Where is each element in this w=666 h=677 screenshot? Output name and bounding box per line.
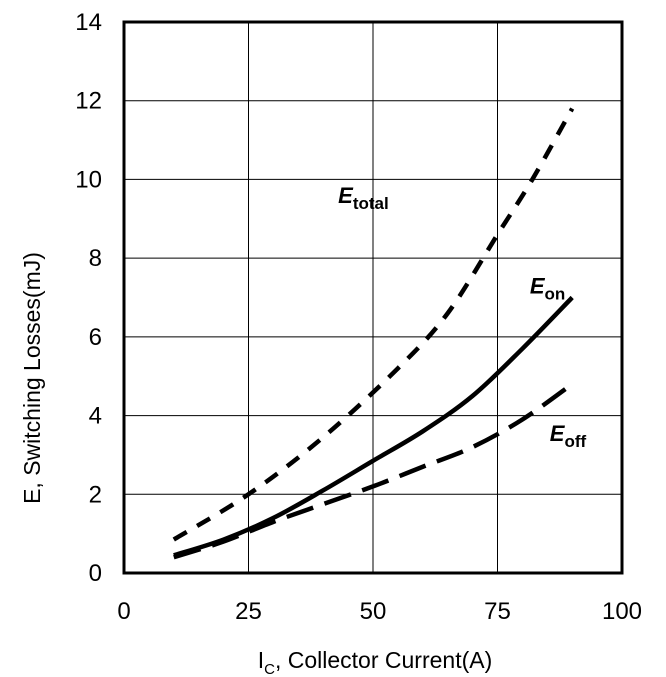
x-axis-title: IC, Collector Current(A)	[258, 647, 493, 677]
series-line-off	[173, 382, 574, 560]
series-line-on	[173, 295, 574, 558]
y-tick-label: 8	[89, 245, 102, 272]
series-group	[172, 107, 575, 560]
series-label-subscript: total	[353, 194, 389, 213]
series-line-total	[172, 107, 575, 542]
x-tick-label: 25	[235, 598, 262, 625]
x-axis-title-subscript: C	[264, 661, 275, 677]
plot-area-frame	[122, 20, 624, 575]
series-label-main: E	[530, 274, 546, 299]
series-label-main: E	[550, 421, 566, 446]
x-axis-title-rest: , Collector Current(A)	[275, 647, 492, 673]
series-label-total: Etotal	[338, 183, 389, 213]
y-tick-label: 6	[89, 324, 102, 351]
series-label-off: Eoff	[550, 421, 587, 451]
y-tick-label: 10	[75, 166, 102, 193]
series-label-subscript: on	[545, 285, 566, 304]
y-tick-label: 2	[89, 481, 102, 508]
y-tick-label: 0	[89, 560, 102, 587]
x-tick-label: 0	[117, 598, 130, 625]
tick-labels: 0 25 50 75 100 0 2 4 6 8 10 12 14	[75, 9, 642, 625]
series-label-main: E	[338, 183, 354, 208]
series-label-on: Eon	[530, 274, 565, 304]
x-tick-label: 75	[484, 598, 511, 625]
series-label-subscript: off	[564, 432, 586, 451]
x-tick-label: 50	[360, 598, 387, 625]
x-axis-title-main: I	[258, 647, 264, 673]
x-tick-label: 100	[602, 598, 642, 625]
y-tick-label: 14	[75, 9, 102, 36]
y-tick-label: 4	[89, 403, 102, 430]
y-axis-title: E, Switching Losses(mJ)	[19, 252, 45, 504]
y-tick-label: 12	[75, 88, 102, 115]
